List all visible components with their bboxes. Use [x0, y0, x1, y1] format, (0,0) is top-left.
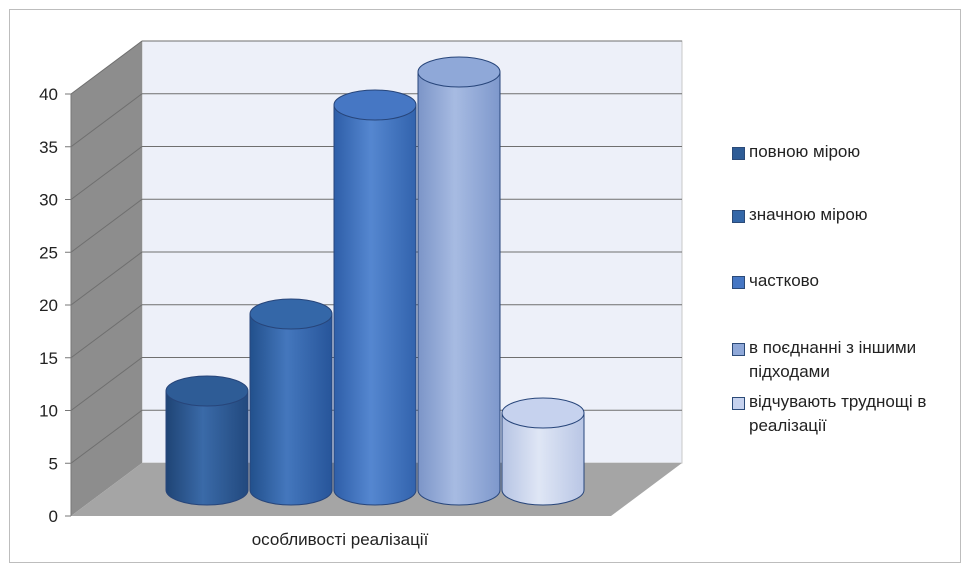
bar-top — [165, 375, 249, 407]
y-tick-label: 40 — [39, 85, 58, 104]
y-tick-label: 30 — [39, 191, 58, 210]
legend-label: частково — [749, 271, 819, 290]
legend-item-poiednanni: в поєднанні з іншими підходами — [732, 336, 957, 384]
bar-body — [249, 313, 333, 506]
legend-label: в поєднанні з іншими підходами — [749, 338, 917, 381]
bar-top — [417, 56, 501, 88]
bar-1 — [165, 375, 249, 506]
chart-frame: 0 5 10 15 20 25 30 35 40 особливості реалізації … — [9, 9, 961, 563]
gridline-side — [70, 198, 143, 253]
gridline-side — [70, 251, 143, 306]
legend-label: відчувають труднощі в реалізації — [749, 392, 927, 435]
bar-body — [501, 412, 585, 506]
legend-item-chastkovo: частково — [732, 269, 968, 293]
y-tick-label: 10 — [39, 402, 58, 421]
bar-4 — [417, 56, 501, 506]
gridline-side — [70, 146, 143, 200]
y-tick-label: 25 — [39, 243, 58, 262]
gridline-side — [70, 304, 143, 359]
legend-label: значною мірою — [749, 205, 868, 224]
legend-swatch — [732, 210, 745, 223]
y-tick-label: 5 — [49, 454, 58, 473]
bar-top — [333, 89, 417, 121]
gridline-side — [70, 40, 143, 95]
legend-item-znachnoyu: значною мірою — [732, 203, 968, 227]
bar-body — [165, 390, 249, 506]
y-tick-label: 20 — [39, 296, 58, 315]
y-tick-labels: 0 5 10 15 20 25 30 35 40 — [39, 85, 71, 526]
legend-swatch — [732, 343, 745, 356]
y-tick-label: 15 — [39, 349, 58, 368]
gridline-side — [70, 409, 143, 464]
gridline-side — [70, 357, 143, 411]
chart-plot: 0 5 10 15 20 25 30 35 40 особливості реалізації — [39, 40, 683, 549]
bar-3 — [333, 89, 417, 506]
legend-label: повною мірою — [749, 142, 861, 161]
bar-2 — [249, 298, 333, 506]
bar-top — [249, 298, 333, 330]
legend-item-trudnoshchi: відчувають труднощі в реалізації — [732, 390, 957, 438]
y-tick-label: 0 — [49, 507, 58, 526]
legend-swatch — [732, 276, 745, 289]
bar-body — [417, 71, 501, 506]
bars — [165, 56, 585, 506]
x-category-label: особливості реалізації — [252, 530, 429, 549]
legend-swatch — [732, 147, 745, 160]
bar-body — [333, 104, 417, 506]
legend-item-povnoyu: повною мірою — [732, 140, 968, 164]
bar-top — [501, 397, 585, 429]
y-tick-label: 35 — [39, 138, 58, 157]
legend-swatch — [732, 397, 745, 410]
bar-5 — [501, 397, 585, 506]
gridline-side — [70, 93, 143, 148]
